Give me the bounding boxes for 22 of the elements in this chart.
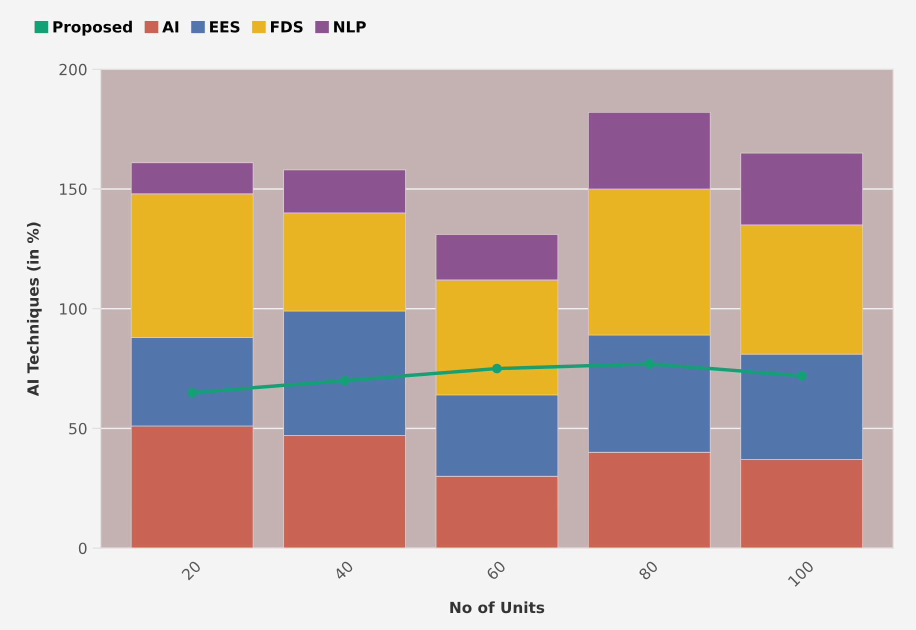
point <box>492 364 502 374</box>
legend-label: FDS <box>271 21 303 33</box>
y-tick-label: 150 <box>60 183 87 196</box>
x-axis-title: No of Units <box>450 601 544 614</box>
point <box>796 370 807 381</box>
x-tick-label: 20 <box>181 560 202 581</box>
legend-label: EES <box>210 21 240 33</box>
legend-label: NLP <box>334 21 366 32</box>
legend-label: AI <box>162 21 178 32</box>
x-tick-label: 100 <box>788 560 814 588</box>
point <box>340 376 350 386</box>
y-tick-label: 0 <box>78 542 87 554</box>
y-tick-label: 200 <box>60 64 87 76</box>
point <box>644 358 654 369</box>
y-tick-label: 100 <box>60 303 87 315</box>
y-tick-label: 50 <box>69 422 87 434</box>
x-tick-label: 60 <box>486 560 506 581</box>
y-axis-title: AI Techniques (in %) <box>26 222 42 396</box>
point <box>187 388 198 398</box>
x-tick-label: 80 <box>638 560 659 581</box>
legend-label: Proposed <box>53 20 132 36</box>
x-tick-label: 40 <box>333 560 354 581</box>
